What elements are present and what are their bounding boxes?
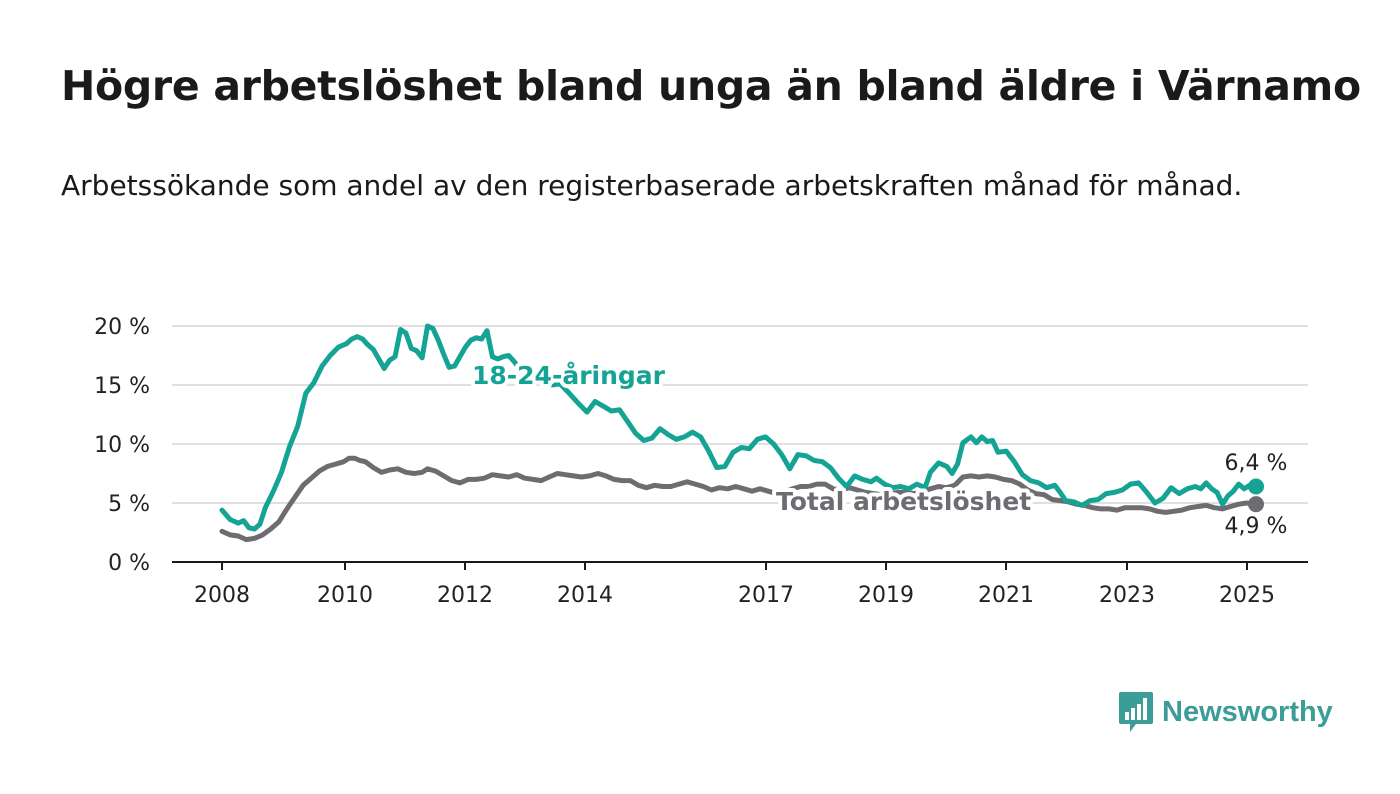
x-tick-label: 2017 — [738, 583, 794, 608]
end-point-total — [1248, 496, 1264, 513]
end-value-total: 4,9 % — [1225, 514, 1288, 539]
x-tick-label: 2010 — [317, 583, 373, 608]
chart-subtitle: Arbetssökande som andel av den registerb… — [61, 169, 1243, 202]
series-labels: 18-24-åringar Total arbetslöshet 6,4 % 4,9 … — [468, 357, 1288, 539]
x-tick-label: 2023 — [1099, 583, 1155, 608]
series-line-18-24 — [219, 323, 1259, 532]
end-point-18-24 — [1248, 478, 1264, 495]
y-tick-label: 10 % — [94, 433, 150, 458]
y-tick-label: 0 % — [108, 551, 150, 576]
chart-title: Högre arbetslöshet bland unga än bland ä… — [61, 62, 1361, 110]
end-value-18-24: 6,4 % — [1225, 451, 1288, 476]
x-tick-label: 2019 — [858, 583, 914, 608]
x-tick-label: 2021 — [978, 583, 1034, 608]
x-axis-ticks: 2008 2010 2012 2014 2017 2019 2021 2023 2025 — [194, 562, 1275, 608]
x-tick-label: 2012 — [437, 583, 493, 608]
y-tick-label: 5 % — [108, 492, 150, 517]
newsworthy-logo: Newsworthy — [1118, 690, 1333, 734]
bar-chart-speech-bubble-icon — [1119, 692, 1153, 732]
x-tick-label: 2025 — [1219, 583, 1275, 608]
y-tick-label: 20 % — [94, 315, 150, 340]
y-tick-label: 15 % — [94, 374, 150, 399]
brand-name: Newsworthy — [1162, 695, 1333, 728]
series-label-total: Total arbetslöshet — [776, 487, 1031, 516]
series-lines — [219, 323, 1264, 543]
x-tick-label: 2008 — [194, 583, 250, 608]
y-axis-ticks: 0 % 5 % 10 % 15 % 20 % — [94, 315, 150, 576]
series-label-18-24: 18-24-åringar — [472, 361, 666, 390]
x-tick-label: 2014 — [557, 583, 613, 608]
gridlines — [172, 325, 1308, 563]
